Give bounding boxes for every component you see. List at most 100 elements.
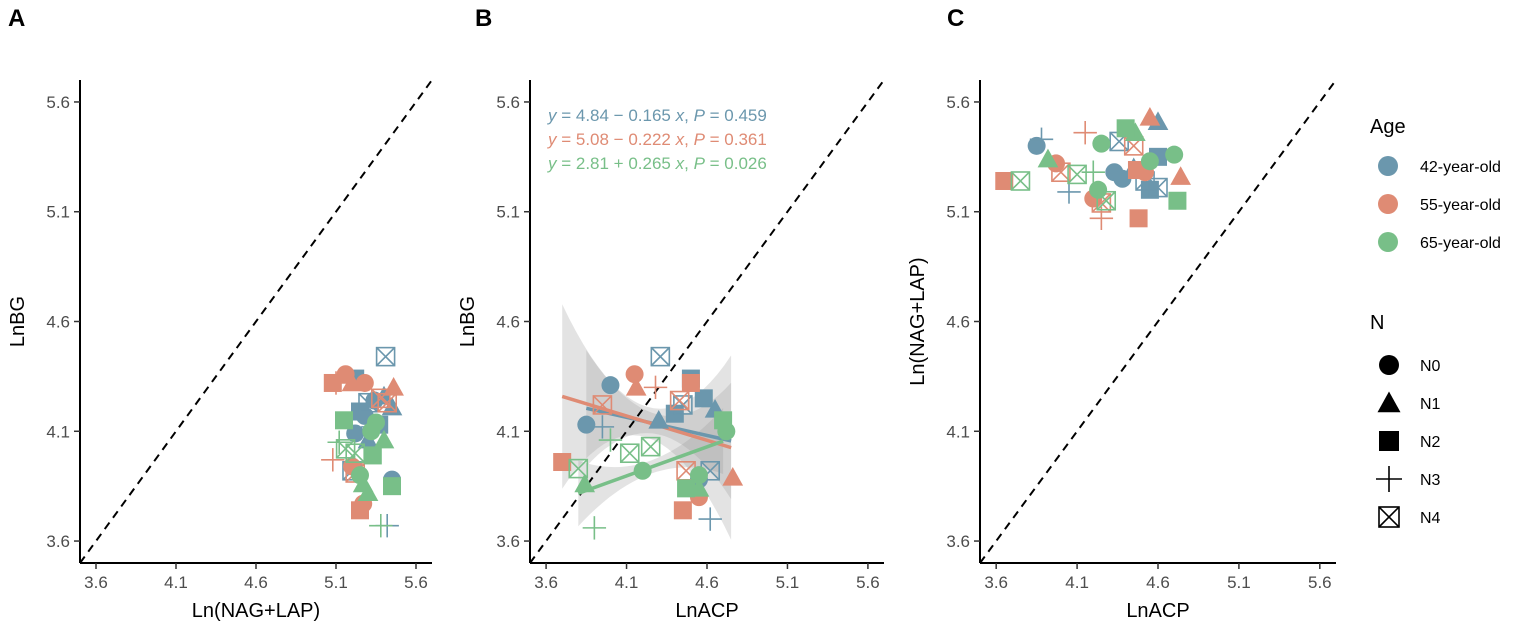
x-tick-label: 3.6: [534, 573, 558, 592]
x-tick-label: 4.6: [1146, 573, 1170, 592]
y-tick-label: 4.6: [46, 313, 70, 332]
point-55-n2: [351, 501, 369, 520]
point-42-n3: [1029, 127, 1054, 151]
scatter-points: [321, 346, 404, 538]
point-42-n3: [698, 507, 722, 531]
point-55-n1: [722, 467, 744, 486]
y-axis-label: Ln(NAG+LAP): [907, 257, 929, 385]
legend-age-label: 42-year-old: [1420, 159, 1501, 176]
point-65-n1: [373, 429, 395, 449]
x-tick-label: 4.6: [695, 573, 719, 592]
y-tick-label: 5.1: [946, 203, 970, 222]
point-65-n0: [633, 461, 652, 480]
legend-n-title: N: [1370, 312, 1384, 334]
legend-shape-n0: [1379, 355, 1399, 375]
point-55-n1: [341, 372, 363, 392]
legend-age-label: 55-year-old: [1420, 197, 1501, 214]
point-55-n2: [681, 373, 700, 392]
point-55-n2: [673, 501, 692, 520]
y-axis-label: LnBG: [457, 296, 479, 347]
point-65-n0: [362, 422, 381, 441]
point-55-n0: [625, 365, 644, 384]
x-tick-label: 3.6: [984, 573, 1008, 592]
x-tick-label: 5.1: [1227, 573, 1251, 592]
point-65-n1: [357, 482, 379, 502]
x-tick-label: 4.1: [615, 573, 639, 592]
point-55-n3: [1073, 120, 1097, 145]
point-55-n4: [377, 392, 398, 413]
x-axis-label: Ln(NAG+LAP): [192, 600, 320, 622]
y-tick-label: 3.6: [946, 532, 970, 551]
x-tick-label: 5.6: [404, 573, 428, 592]
equation-55: y = 5.08 − 0.222 x, P = 0.361: [547, 130, 767, 149]
y-tick-label: 4.6: [946, 313, 970, 332]
legend-swatch-42: [1378, 156, 1398, 176]
point-42-n4: [375, 346, 396, 367]
y-tick-label: 5.6: [46, 93, 70, 112]
y-tick-label: 5.6: [946, 93, 970, 112]
point-55-n3: [321, 448, 345, 472]
x-axis-label: LnACP: [1126, 600, 1189, 622]
point-65-n0: [1092, 134, 1111, 153]
y-tick-label: 5.1: [496, 203, 520, 222]
equation-42: y = 4.84 − 0.165 x, P = 0.459: [547, 106, 767, 125]
reference-line: [979, 79, 1337, 564]
y-tick-label: 3.6: [46, 532, 70, 551]
x-tick-label: 5.6: [1308, 573, 1332, 592]
point-55-n4: [592, 395, 613, 415]
point-42-n1: [648, 409, 670, 429]
y-tick-label: 4.1: [496, 422, 520, 441]
point-55-n3: [643, 375, 668, 400]
point-42-n2: [694, 389, 713, 408]
point-65-n3: [582, 516, 607, 540]
point-65-n4: [345, 443, 366, 464]
point-55-n2: [1127, 161, 1146, 180]
point-65-n4: [1067, 164, 1087, 185]
point-55-n2: [1129, 209, 1148, 228]
point-65-n3: [598, 428, 623, 452]
point-65-n2: [1116, 119, 1135, 138]
x-tick-label: 4.6: [244, 573, 268, 592]
point-65-n2: [677, 479, 696, 498]
point-42-n0: [601, 376, 620, 395]
regression-equations: y = 4.84 − 0.165 x, P = 0.459 y = 5.08 −…: [547, 106, 767, 173]
y-tick-label: 4.1: [46, 422, 70, 441]
legend-n-label: N3: [1420, 472, 1441, 489]
y-tick-label: 3.6: [496, 532, 520, 551]
point-55-n2: [995, 171, 1014, 190]
point-65-n0: [1140, 152, 1159, 171]
x-tick-label: 5.6: [856, 573, 880, 592]
y-axis-label: LnBG: [7, 296, 29, 347]
legend-n-label: N1: [1420, 396, 1441, 413]
point-55-n2: [553, 453, 572, 472]
x-tick-label: 5.1: [776, 573, 800, 592]
legend-shape-n4: [1378, 506, 1400, 528]
scatter-points: [995, 106, 1192, 231]
point-65-n2: [363, 446, 382, 465]
point-65-n4: [619, 443, 640, 464]
point-55-n3: [324, 371, 348, 395]
legend-swatch-65: [1378, 232, 1398, 252]
point-65-n1: [574, 473, 596, 493]
x-axis-label: LnACP: [675, 600, 738, 622]
point-42-n4: [1148, 177, 1168, 198]
point-65-n4: [568, 458, 589, 479]
point-55-n1: [625, 377, 647, 396]
point-65-n0: [1089, 180, 1108, 199]
fit-line-55: [561, 394, 732, 450]
point-65-n4: [1096, 190, 1117, 211]
point-65-n4: [1010, 171, 1031, 191]
point-55-n1: [1139, 106, 1161, 126]
point-65-n3: [369, 513, 393, 538]
legend-n-items: N0 N1 N2 N3 N4: [1376, 355, 1441, 528]
legend-shape-n2: [1379, 431, 1399, 451]
equation-65: y = 2.81 + 0.265 x, P = 0.026: [547, 154, 767, 173]
panel-letter-b: B: [475, 5, 492, 32]
point-65-n4: [640, 436, 661, 457]
point-55-n0: [355, 373, 374, 392]
legend-age-items: 42-year-old 55-year-old 65-year-old: [1378, 156, 1501, 252]
x-tick-label: 4.1: [1065, 573, 1089, 592]
x-tick-label: 5.1: [324, 573, 348, 592]
y-tick-label: 5.6: [496, 93, 520, 112]
